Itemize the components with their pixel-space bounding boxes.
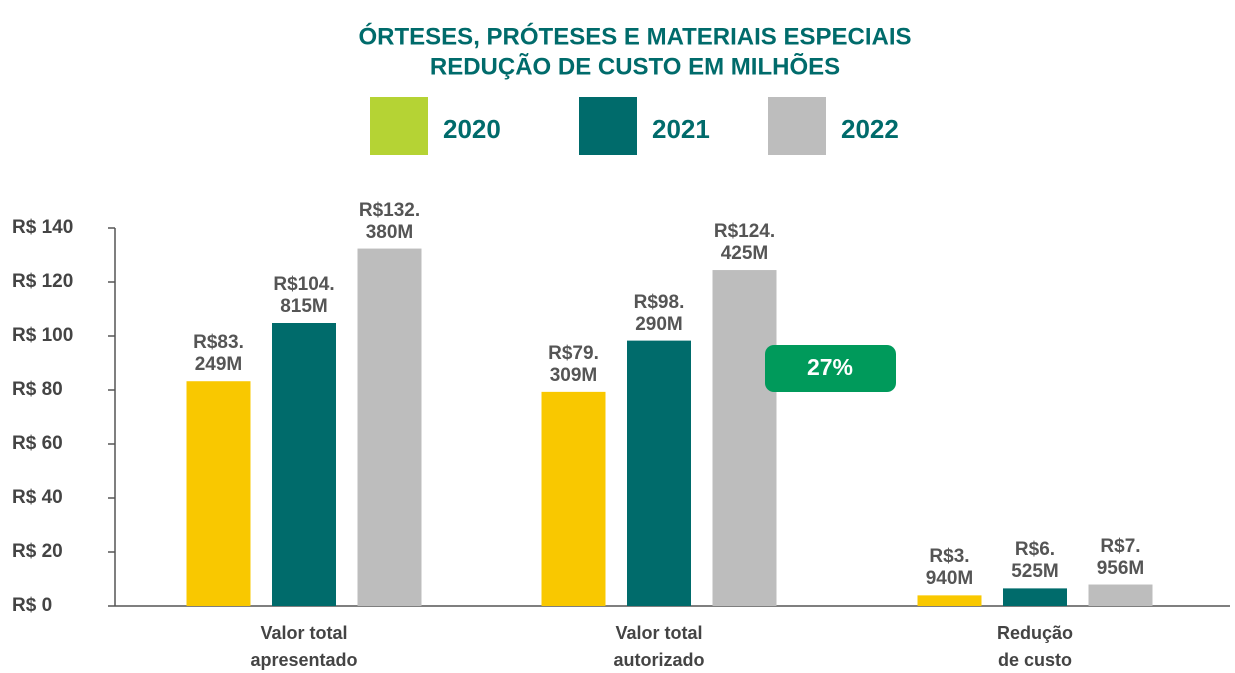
y-tick-label: R$ 120 (12, 271, 73, 292)
y-tick-label: R$ 80 (12, 379, 63, 400)
bar (272, 322, 336, 606)
bar (712, 270, 777, 606)
bar (1003, 588, 1067, 606)
data-label: R$83. 249M (193, 332, 244, 376)
bar (917, 595, 982, 606)
chart-subtitle: REDUÇÃO DE CUSTO EM MILHÕES (430, 52, 840, 80)
data-label: R$7. 956M (1096, 535, 1145, 579)
bar (1088, 584, 1153, 606)
legend-swatch (579, 97, 637, 155)
legend-label: 2021 (652, 114, 710, 144)
data-label: R$104. 815M (273, 273, 335, 317)
bar (357, 248, 422, 606)
bar (541, 391, 606, 606)
y-tick-label: R$ 40 (12, 487, 63, 508)
y-tick-label: R$ 100 (12, 325, 73, 346)
data-label: R$3. 940M (925, 546, 974, 590)
data-label: R$6. 525M (1011, 539, 1059, 583)
data-label: R$98. 290M (633, 291, 685, 335)
y-tick-label: R$ 60 (12, 433, 63, 454)
legend-label: 2020 (443, 114, 501, 144)
bar (186, 381, 251, 606)
x-tick-label: Valor total autorizado (613, 623, 705, 670)
annotation: 27% (807, 354, 853, 380)
y-tick-label: R$ 0 (12, 595, 52, 616)
legend-label: 2022 (841, 114, 899, 144)
legend-swatch (370, 97, 428, 155)
annotation-badge (765, 345, 896, 392)
y-tick-label: R$ 20 (12, 541, 63, 562)
x-tick-label: Redução de custo (996, 623, 1074, 670)
y-tick-label: R$ 140 (12, 217, 73, 238)
data-label: R$124. 425M (713, 221, 776, 265)
data-label: R$132. 380M (358, 199, 421, 243)
legend-swatch (768, 97, 826, 155)
bar (627, 340, 691, 606)
x-tick-label: Valor total apresentado (250, 623, 358, 670)
data-label: R$79. 309M (548, 342, 599, 386)
chart-title: ÓRTESES, PRÓTESES E MATERIAIS ESPECIAIS (359, 22, 912, 50)
